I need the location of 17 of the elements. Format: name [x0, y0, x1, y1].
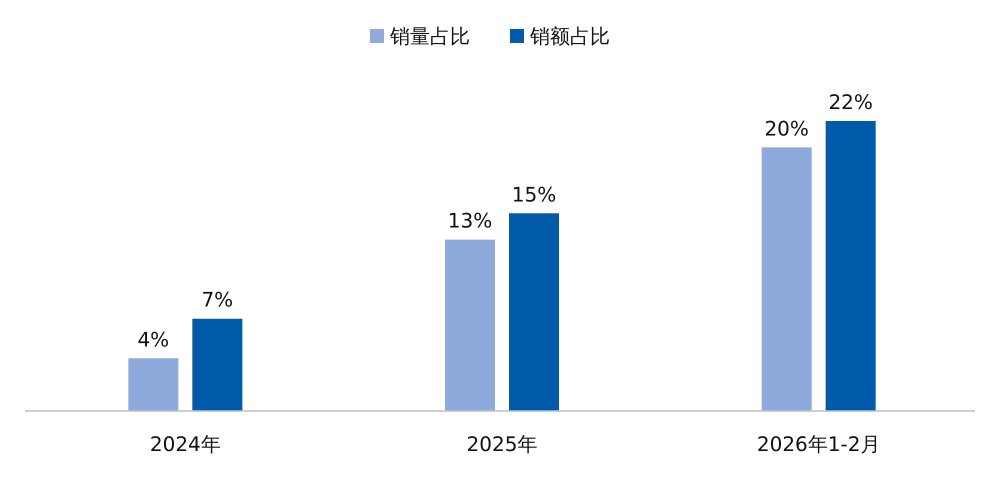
bar: [128, 358, 178, 411]
data-label: 4%: [137, 327, 170, 352]
data-label: 7%: [201, 288, 234, 312]
x-tick-label: 2024年: [150, 432, 221, 456]
data-label: 13%: [448, 208, 492, 233]
data-label: 15%: [512, 182, 556, 206]
legend-label: 销量占比: [389, 24, 470, 48]
bar: [509, 213, 559, 411]
data-label: 20%: [764, 116, 809, 140]
data-label: 22%: [828, 90, 873, 114]
bar: [762, 147, 812, 411]
bar: [445, 240, 495, 411]
x-tick-label: 2026年1-2月: [756, 432, 880, 456]
bar: [192, 318, 242, 411]
legend-label: 销额占比: [529, 24, 610, 48]
x-tick-label: 2025年: [466, 432, 538, 456]
bar: [826, 121, 876, 411]
